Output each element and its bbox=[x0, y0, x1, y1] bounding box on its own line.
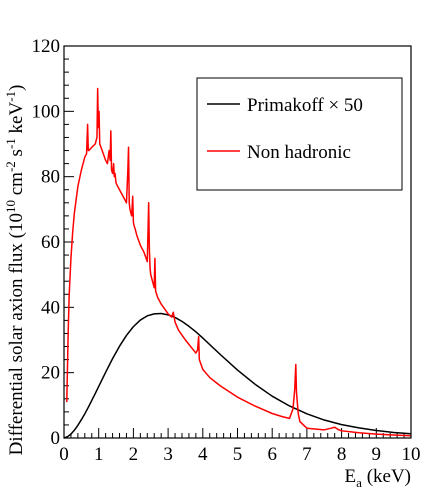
legend-label-non-hadronic: Non hadronic bbox=[247, 142, 351, 163]
y-tick-label: 120 bbox=[32, 36, 61, 57]
y-tick-label: 40 bbox=[41, 297, 60, 318]
series-layer bbox=[63, 87, 412, 439]
x-axis-label: Ea (keV) bbox=[345, 466, 411, 490]
y-tick-label: 100 bbox=[32, 101, 61, 122]
x-tick-label: 5 bbox=[233, 444, 243, 465]
y-tick-label: 0 bbox=[51, 428, 61, 449]
x-tick-label: 6 bbox=[267, 444, 277, 465]
y-tick-label: 60 bbox=[41, 232, 60, 253]
x-tick-label: 8 bbox=[337, 444, 347, 465]
x-tick-label: 0 bbox=[59, 444, 69, 465]
x-tick-label: 9 bbox=[372, 444, 382, 465]
plot-frame bbox=[63, 45, 412, 439]
y-axis-label: Differential solar axion flux (1010 cm-2… bbox=[3, 85, 27, 456]
series-primakoff-line bbox=[63, 312, 412, 439]
x-tick-label: 2 bbox=[129, 444, 139, 465]
x-tick-label: 4 bbox=[198, 444, 208, 465]
legend: Primakoff × 50 Non hadronic bbox=[196, 77, 403, 191]
x-tick-label: 1 bbox=[94, 444, 104, 465]
legend-box bbox=[196, 77, 403, 191]
y-tick-label: 20 bbox=[41, 363, 60, 384]
series-non-hadronic-line bbox=[66, 87, 412, 437]
x-tick-label: 7 bbox=[302, 444, 312, 465]
legend-label-primakoff: Primakoff × 50 bbox=[247, 95, 363, 116]
y-tick-label: 80 bbox=[41, 167, 60, 188]
x-tick-label: 10 bbox=[402, 444, 421, 465]
x-tick-label: 3 bbox=[163, 444, 173, 465]
